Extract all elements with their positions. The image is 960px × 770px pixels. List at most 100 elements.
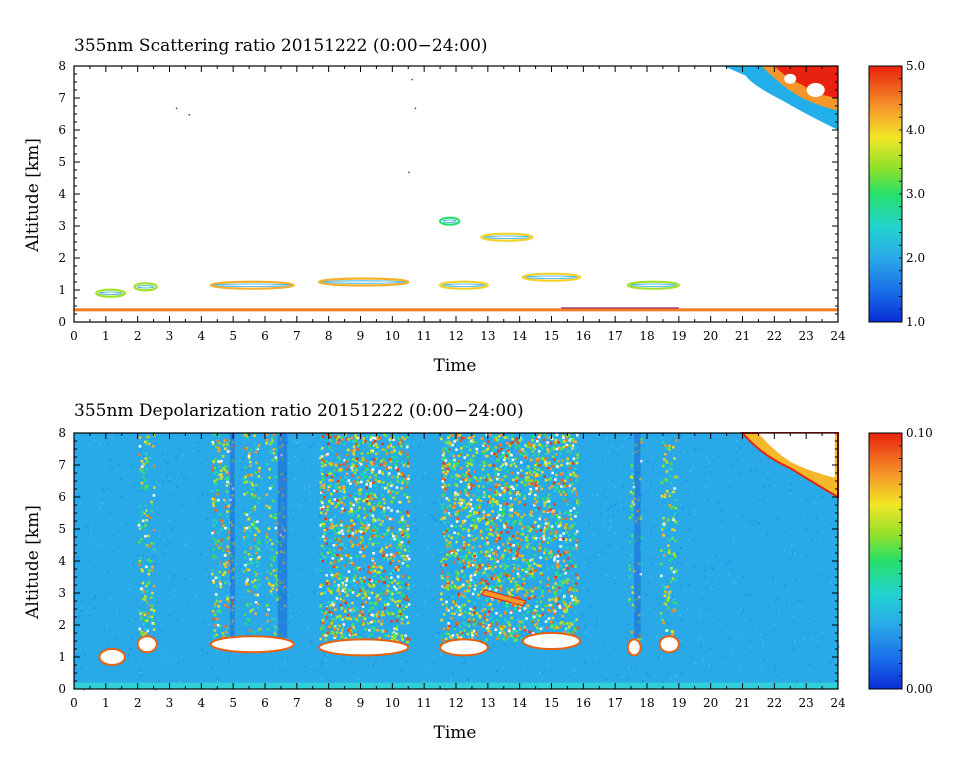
depol-pixel — [346, 594, 349, 597]
depol-pixel — [459, 533, 462, 537]
depol-pixel — [450, 536, 454, 540]
depol-pixel — [341, 507, 344, 510]
depol-pixel — [553, 586, 557, 590]
depol-pixel — [474, 561, 478, 564]
depol-pixel — [330, 439, 333, 443]
noise-pixel — [635, 536, 638, 539]
depol-pixel — [495, 467, 499, 471]
depol-pixel — [478, 503, 481, 507]
depol-pixel — [374, 442, 378, 446]
depol-pixel — [508, 513, 511, 517]
noise-pixel — [409, 583, 412, 586]
depol-pixel — [281, 444, 284, 447]
noise-pixel — [560, 570, 563, 573]
depol-pixel — [456, 548, 460, 552]
depol-pixel — [138, 445, 142, 448]
depol-pixel — [255, 564, 259, 568]
depol-pixel — [350, 589, 353, 592]
depol-pixel — [538, 587, 541, 590]
depol-pixel — [385, 452, 389, 456]
depol-pixel — [451, 634, 455, 637]
depol-pixel — [212, 518, 216, 522]
depol-pixel — [368, 514, 371, 517]
depol-pixel — [453, 584, 457, 588]
depol-pixel — [494, 483, 498, 486]
depol-pixel — [363, 516, 366, 520]
depol-pixel — [334, 464, 338, 468]
depol-pixel — [336, 572, 339, 576]
noise-pixel — [605, 574, 608, 577]
depol-pixel — [335, 453, 339, 456]
depol-pixel — [475, 524, 478, 527]
depol-pixel — [396, 599, 400, 603]
depol-pixel — [366, 526, 369, 530]
noise-pixel — [240, 468, 243, 471]
depol-pixel — [218, 610, 222, 613]
depol-pixel — [473, 611, 476, 615]
depol-pixel — [477, 517, 480, 521]
depol-pixel — [146, 629, 149, 633]
depol-pixel — [371, 465, 375, 469]
depol-pixel — [384, 486, 387, 490]
depol-pixel — [518, 450, 521, 453]
noise-pixel — [431, 598, 434, 601]
noise-pixel — [728, 560, 731, 563]
depol-pixel — [140, 538, 143, 541]
noise-pixel — [157, 619, 160, 622]
depol-pixel — [630, 475, 633, 479]
depol-pixel — [326, 551, 330, 555]
depol-pixel — [452, 504, 456, 508]
depol-pixel — [247, 517, 251, 520]
depol-pixel — [484, 454, 488, 458]
depol-pixel — [394, 635, 397, 639]
noise-pixel — [485, 558, 488, 561]
noise-pixel — [298, 440, 301, 443]
depol-pixel — [347, 607, 350, 611]
noise-pixel — [441, 435, 444, 438]
depol-pixel — [501, 514, 505, 517]
depol-pixel — [445, 600, 448, 604]
depol-pixel — [506, 565, 509, 568]
noise-pixel — [495, 670, 498, 673]
noise-pixel — [616, 509, 619, 512]
depol-pixel — [669, 462, 673, 465]
depol-pixel — [446, 629, 450, 632]
depol-pixel — [475, 570, 478, 573]
depol-pixel — [467, 436, 471, 440]
depol-pixel — [518, 554, 522, 558]
depol-pixel — [483, 553, 487, 556]
depol-pixel — [520, 461, 523, 464]
depol-pixel — [387, 526, 391, 530]
speck — [175, 107, 178, 110]
depol-pixel — [488, 587, 492, 591]
depol-pixel — [634, 608, 637, 612]
noise-pixel — [546, 539, 549, 542]
depol-pixel — [470, 559, 474, 563]
depol-pixel — [360, 452, 364, 455]
noise-pixel — [318, 515, 321, 518]
depol-pixel — [252, 630, 256, 634]
depol-pixel — [342, 623, 346, 626]
noise-pixel — [81, 610, 84, 613]
depol-pixel — [530, 490, 533, 494]
depol-pixel — [362, 622, 365, 625]
depol-pixel — [380, 622, 383, 626]
depol-pixel — [362, 499, 365, 503]
depol-pixel — [486, 603, 490, 606]
noise-pixel — [359, 517, 362, 520]
depol-pixel — [469, 442, 472, 446]
depol-pixel — [140, 525, 144, 529]
noise-pixel — [474, 624, 477, 627]
depol-pixel — [513, 557, 517, 560]
depol-pixel — [490, 452, 494, 455]
depol-pixel — [517, 564, 521, 568]
depol-pixel — [475, 552, 479, 555]
depol-pixel — [538, 517, 541, 521]
depol-pixel — [467, 494, 470, 498]
noise-pixel — [753, 519, 756, 522]
depol-pixel — [556, 555, 560, 558]
depol-pixel — [511, 630, 515, 633]
depol-pixel — [547, 604, 550, 607]
noise-pixel — [184, 577, 187, 580]
depol-pixel — [351, 543, 355, 547]
